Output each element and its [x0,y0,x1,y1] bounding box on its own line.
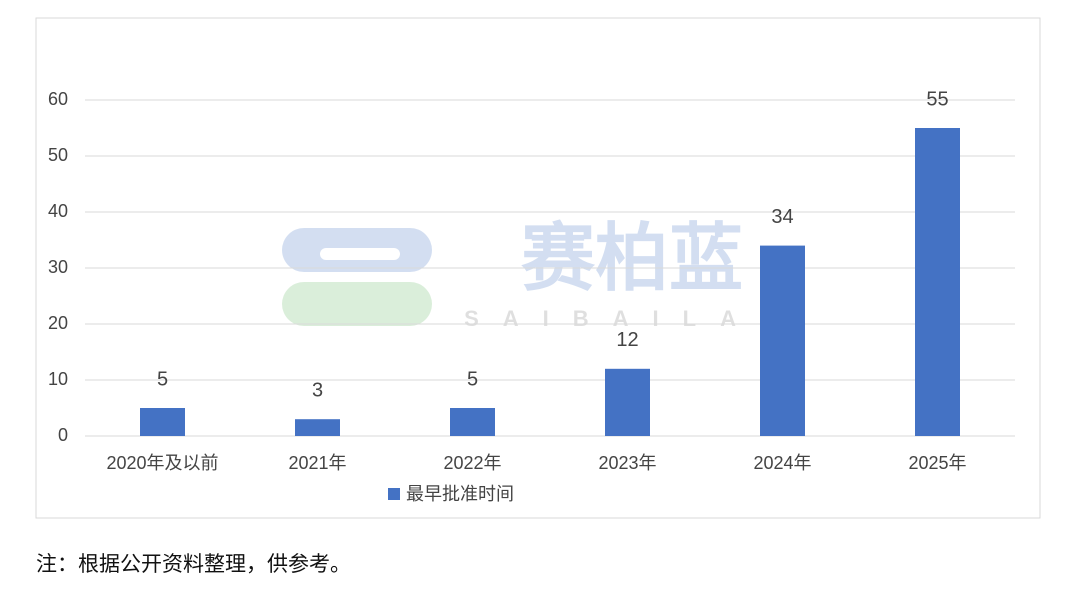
bar [295,419,340,436]
legend-label: 最早批准时间 [406,484,514,504]
chart: 赛柏蓝 SAIBAILAN 0 10 20 30 40 50 60 2020年及以前 2021年… [35,17,1041,519]
x-tick-label: 2020年及以前 [106,453,218,473]
watermark-logo [282,228,432,326]
data-label: 5 [467,368,478,390]
y-tick-label: 30 [48,257,68,277]
data-label: 3 [312,379,323,401]
data-label: 5 [157,368,168,390]
y-tick-label: 50 [48,145,68,165]
y-tick-label: 0 [58,425,68,445]
data-label: 34 [771,206,793,228]
x-tick-label: 2021年 [288,453,346,473]
y-tick-label: 40 [48,201,68,221]
x-tick-label: 2024年 [753,453,811,473]
note: 注：根据公开资料整理，供参考。 [36,553,351,576]
x-tick-label: 2022年 [443,453,501,473]
watermark-text: 赛柏蓝 [521,217,743,300]
legend-swatch [388,488,400,500]
data-label: 12 [616,329,638,351]
bar [915,128,960,436]
watermark-subtext: SAIBAILAN [464,306,800,331]
bar [605,368,650,436]
y-tick-label: 20 [48,313,68,333]
bar [760,245,805,436]
data-label: 55 [926,88,948,110]
x-tick-label: 2023年 [598,453,656,473]
y-tick-label: 60 [48,89,68,109]
y-tick-label: 10 [48,369,68,389]
x-tick-label: 2025年 [908,453,966,473]
bar [140,408,185,436]
bar [450,408,495,436]
